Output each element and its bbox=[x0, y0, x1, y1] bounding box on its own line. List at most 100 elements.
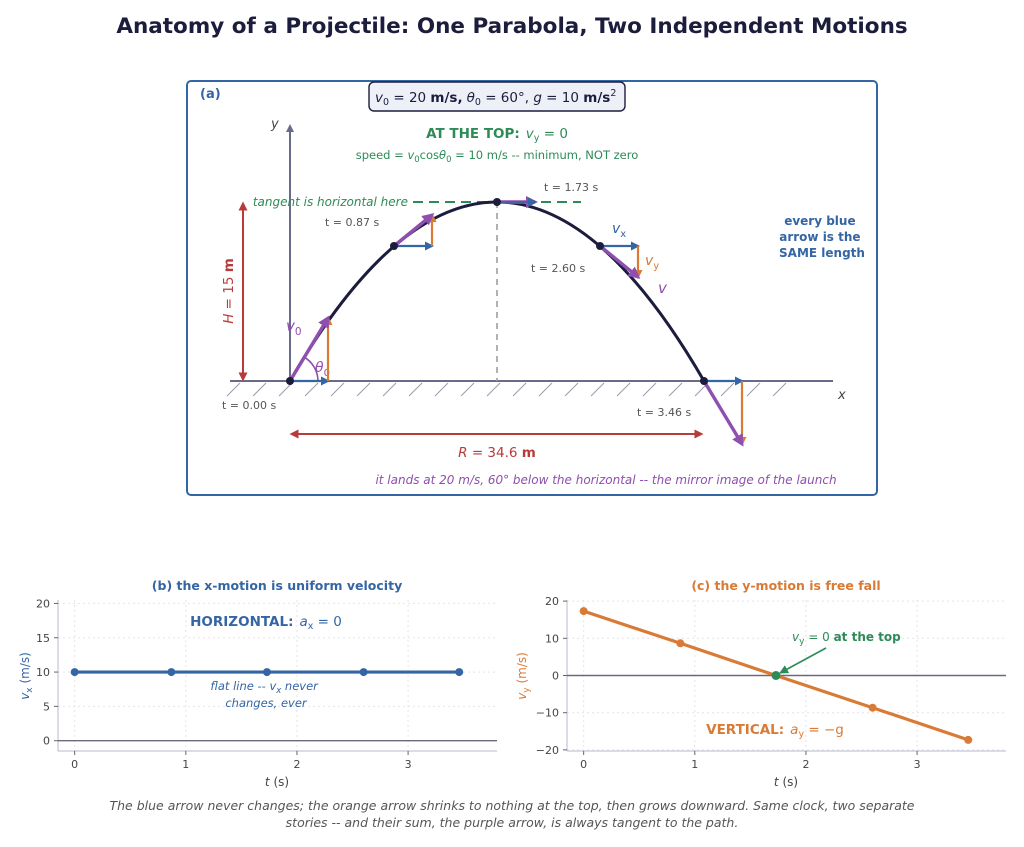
blue-note: every blue arrow is the SAME length bbox=[779, 214, 865, 260]
theta-label: θ0 bbox=[315, 360, 330, 379]
x-tick-label: 3 bbox=[405, 758, 412, 771]
hatch-mark bbox=[616, 382, 631, 397]
panel-c-annotation-v: v bbox=[792, 630, 800, 644]
panel-a-tag: (a) bbox=[200, 87, 221, 102]
panel-b-ylabel-unit: (m/s) bbox=[18, 652, 32, 687]
data-point bbox=[70, 668, 79, 677]
vy-label: vy bbox=[645, 253, 659, 272]
panel-b-ylabel-v: v bbox=[18, 692, 32, 700]
speed-theta: θ bbox=[439, 148, 446, 162]
hatch-mark bbox=[564, 382, 579, 397]
hatch-mark bbox=[668, 382, 683, 397]
trajectory-point-2 bbox=[493, 198, 501, 206]
panel-b-note: flat line -- vx never changes, ever bbox=[210, 679, 321, 710]
time-label-4: t = 3.46 s bbox=[637, 406, 692, 419]
theta-sub: 0 bbox=[324, 368, 330, 379]
panel-b-note-line-2: changes, ever bbox=[225, 696, 308, 710]
height-unit: m bbox=[221, 258, 237, 272]
hatch-mark bbox=[642, 382, 657, 397]
hatch-mark bbox=[408, 382, 423, 397]
param-v0-sub: 0 bbox=[383, 97, 389, 108]
data-point bbox=[262, 668, 271, 677]
panel-a-trajectory: (a) v0 = 20 m/s, θ0 = 60°, g = 10 m/s2 AT… bbox=[186, 80, 878, 496]
panel-a-frame bbox=[186, 80, 878, 496]
hatch-mark bbox=[252, 382, 267, 397]
panel-c-heading: VERTICAL: ay = −g bbox=[706, 722, 844, 740]
hatch-mark bbox=[278, 382, 293, 397]
x-tick-label: 0 bbox=[71, 758, 78, 771]
hatch-mark bbox=[512, 382, 527, 397]
param-theta-value: = 60°, bbox=[481, 90, 533, 106]
x-tick-label: 2 bbox=[802, 758, 809, 771]
time-label-2: t = 1.73 s bbox=[544, 181, 599, 194]
v-arrow-3 bbox=[598, 244, 641, 279]
range-unit: m bbox=[522, 445, 536, 461]
panel-b-xlabel-unit: (s) bbox=[270, 775, 289, 789]
data-point bbox=[676, 639, 685, 648]
hatch-mark bbox=[382, 382, 397, 397]
y-tick-label: 20 bbox=[36, 597, 50, 610]
y-tick-label: 10 bbox=[545, 632, 559, 645]
y-tick-label: 20 bbox=[545, 595, 559, 608]
panel-c-annotation-arrow bbox=[779, 647, 827, 674]
speed-v: v bbox=[407, 148, 414, 162]
parameter-box: v0 = 20 m/s, θ0 = 60°, g = 10 m/s2 bbox=[368, 81, 626, 112]
y-tick-label: 10 bbox=[36, 666, 50, 679]
trajectory-point-0 bbox=[286, 377, 294, 385]
panel-b-xlabel: t (s) bbox=[265, 775, 289, 789]
hatch-mark bbox=[226, 382, 241, 397]
speed-prefix: speed = bbox=[356, 148, 408, 162]
panel-c-title: (c) the y-motion is free fall bbox=[691, 578, 880, 593]
y-tick-label: 15 bbox=[36, 632, 50, 645]
hatch-mark bbox=[434, 382, 449, 397]
blue-note-line-2: arrow is the bbox=[779, 230, 860, 244]
y-tick-label: −20 bbox=[536, 744, 559, 757]
parameter-box-frame bbox=[368, 81, 626, 112]
x-tick-label: 1 bbox=[182, 758, 189, 771]
top-heading-label: AT THE TOP: bbox=[426, 126, 520, 142]
top-heading-rest: = 0 bbox=[539, 126, 567, 142]
panel-c-annotation-sub: y bbox=[799, 637, 805, 647]
ground-hatching bbox=[226, 382, 787, 397]
panel-c-plot-area: 0 1 2 3 −20 −10 0 10 20 bbox=[536, 595, 1006, 771]
trajectory-points bbox=[286, 198, 708, 385]
tangent-note: tangent is horizontal here bbox=[253, 195, 408, 209]
x-tick-label: 0 bbox=[580, 758, 587, 771]
panel-b-ylabel: vx (m/s) bbox=[18, 652, 35, 700]
panel-b-xlabel-t: t bbox=[265, 775, 271, 789]
param-g-value: = 10 bbox=[542, 90, 583, 106]
param-g-exp: 2 bbox=[610, 88, 616, 99]
data-point bbox=[359, 668, 368, 677]
param-g-unit: m/s bbox=[583, 90, 610, 106]
panel-c-ylabel-sub: y bbox=[522, 687, 532, 693]
panel-b-note-v: v bbox=[269, 679, 276, 693]
hatch-mark bbox=[486, 382, 501, 397]
height-H: H bbox=[221, 314, 237, 324]
param-g: g bbox=[533, 90, 542, 106]
top-heading: AT THE TOP: vy = 0 bbox=[426, 126, 568, 144]
panel-b-note-line-1: flat line -- vx never bbox=[210, 679, 319, 696]
panel-c-annotation: vy = 0 at the top bbox=[792, 630, 901, 647]
time-label-1: t = 0.87 s bbox=[325, 216, 380, 229]
hatch-mark bbox=[460, 382, 475, 397]
data-point bbox=[455, 668, 464, 677]
range-rest: = 34.6 bbox=[468, 445, 522, 461]
speed-theta-sub: 0 bbox=[446, 155, 451, 165]
panel-c-annotation-rest: = 0 bbox=[804, 630, 833, 644]
vy-symbol: v bbox=[645, 253, 654, 269]
v-label: v bbox=[658, 279, 668, 297]
speed-suffix: = 10 m/s -- minimum, NOT zero bbox=[452, 148, 639, 162]
blue-note-line-1: every blue bbox=[784, 214, 855, 228]
velocity-arrows bbox=[288, 196, 747, 447]
vy-sub: y bbox=[653, 261, 659, 272]
param-theta: θ bbox=[467, 90, 475, 106]
v-arrow-4 bbox=[702, 380, 744, 447]
height-rest: = 15 bbox=[221, 272, 237, 313]
y-tick-label: 0 bbox=[43, 735, 50, 748]
time-label-3: t = 2.60 s bbox=[531, 262, 586, 275]
panel-c-xlabel-t: t bbox=[774, 775, 780, 789]
x-tick-label: 2 bbox=[293, 758, 300, 771]
panel-b-ylabel-sub: x bbox=[25, 687, 35, 693]
hatch-mark bbox=[330, 382, 345, 397]
